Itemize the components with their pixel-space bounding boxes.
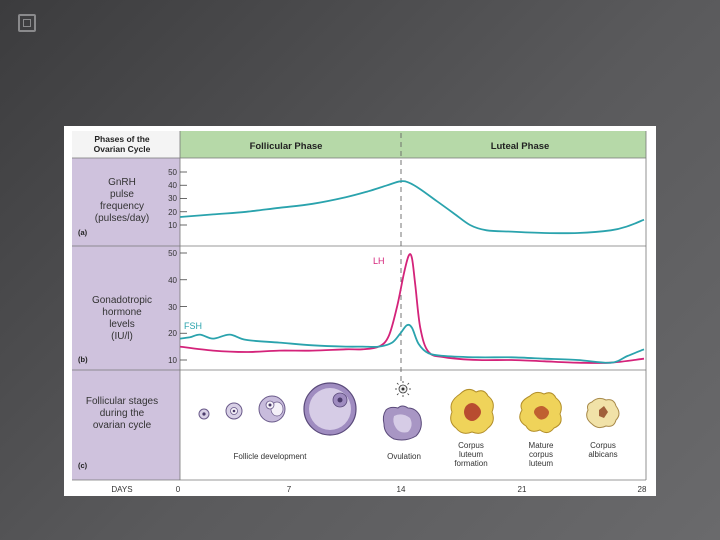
gonadotropic-label-line4: (IU/l) — [111, 331, 133, 342]
day-tick-28: 28 — [638, 485, 647, 494]
corpus-albicans-icon — [586, 397, 620, 429]
graafian-follicle-icon — [303, 382, 357, 436]
follicle-development-caption: Follicle development — [234, 452, 308, 461]
header-label-line1: Phases of the — [94, 134, 150, 144]
day-tick-7: 7 — [287, 485, 292, 494]
corpus-luteum-formation-icon — [450, 388, 494, 434]
phase-header-label-cell — [72, 131, 180, 158]
mature-caption-line1: Mature — [529, 441, 554, 450]
slide-corner-icon — [18, 14, 36, 32]
albicans-caption-line2: albicans — [588, 450, 617, 459]
gnrh-label-line1: GnRH — [108, 177, 136, 188]
ovarian-cycle-figure: Phases of the Ovarian Cycle Follicular P… — [64, 126, 656, 496]
ovulation-caption: Ovulation — [387, 452, 421, 461]
day-tick-0: 0 — [176, 485, 181, 494]
follicular-stages-label-line1: Follicular stages — [86, 396, 158, 407]
hormone-tick-20: 20 — [168, 329, 177, 338]
mature-caption-line3: luteum — [529, 459, 553, 468]
hormone-tick-10: 10 — [168, 356, 177, 365]
gonadotropic-label-line1: Gonadotropic — [92, 295, 152, 306]
formation-caption-line2: luteum — [459, 450, 483, 459]
gnrh-label-line2: pulse — [110, 189, 134, 200]
gonadotropic-label-line3: levels — [109, 319, 135, 330]
day-tick-14: 14 — [397, 485, 406, 494]
gnrh-series-line — [179, 180, 645, 235]
fsh-series-line — [179, 323, 645, 364]
gnrh-tick-20: 20 — [168, 208, 177, 217]
gnrh-tick-30: 30 — [168, 194, 177, 203]
header-label-line2: Ovarian Cycle — [94, 144, 151, 154]
panel-c-tag: (c) — [78, 461, 88, 470]
panel-a-tag: (a) — [78, 228, 88, 237]
mature-corpus-luteum-icon — [519, 391, 562, 434]
gnrh-label-line4: (pulses/day) — [95, 213, 149, 224]
luteal-phase-title: Luteal Phase — [491, 141, 550, 152]
days-axis-label: DAYS — [111, 485, 132, 494]
gnrh-tick-10: 10 — [168, 221, 177, 230]
secondary-follicle-icon — [258, 395, 286, 423]
formation-caption-line1: Corpus — [458, 441, 484, 450]
albicans-caption-line1: Corpus — [590, 441, 616, 450]
gonadotropic-label-line2: hormone — [102, 307, 142, 318]
hormone-tick-40: 40 — [168, 276, 177, 285]
follicular-phase-title: Follicular Phase — [250, 141, 323, 152]
follicular-stages-label-line2: during the — [100, 408, 145, 419]
ovarian-cycle-svg: Phases of the Ovarian Cycle Follicular P… — [64, 126, 656, 496]
lh-series-line — [179, 253, 645, 364]
gnrh-tick-50: 50 — [168, 168, 177, 177]
fsh-curve-label: FSH — [184, 321, 202, 331]
lh-curve-label: LH — [373, 256, 385, 266]
hormone-tick-30: 30 — [168, 303, 177, 312]
primary-follicle-icon — [225, 402, 243, 420]
phase-header-band — [180, 131, 646, 158]
panel-b-tag: (b) — [78, 355, 88, 364]
day-tick-21: 21 — [518, 485, 527, 494]
gnrh-label-line3: frequency — [100, 201, 144, 212]
ovulation-follicle-icon — [382, 381, 422, 441]
formation-caption-line3: formation — [454, 459, 487, 468]
primordial-follicle-icon — [198, 408, 210, 420]
follicular-stages-label-line3: ovarian cycle — [93, 420, 152, 431]
gnrh-tick-40: 40 — [168, 181, 177, 190]
mature-caption-line2: corpus — [529, 450, 553, 459]
hormone-tick-50: 50 — [168, 249, 177, 258]
row-label-column — [72, 158, 180, 480]
